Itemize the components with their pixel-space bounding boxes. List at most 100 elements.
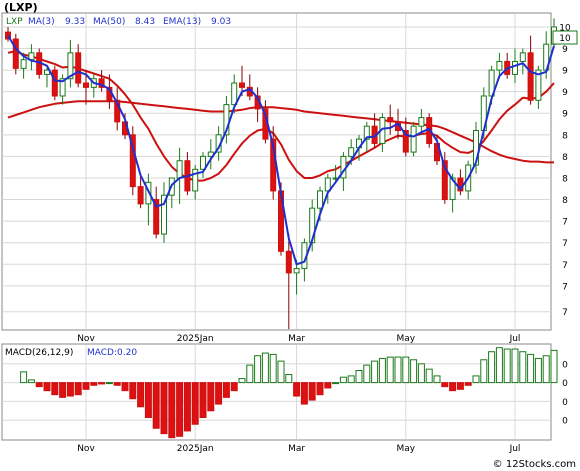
macd-bar — [230, 382, 238, 392]
macd-bar — [449, 382, 457, 392]
macd-bar — [456, 382, 464, 390]
macd-bar — [371, 360, 379, 384]
candle-body — [473, 130, 479, 166]
candle-body — [59, 78, 66, 97]
macd-panel — [1, 343, 552, 441]
macd-bar — [35, 382, 43, 388]
price-y-tick-label: 9 — [562, 45, 568, 55]
price-y-tick-label: 8 — [562, 196, 568, 206]
candle — [473, 121, 479, 174]
candle — [535, 65, 542, 109]
macd-bar — [332, 382, 340, 385]
price-legend: LXP MA(3) 9.33 MA(50) 8.43 EMA(13) 9.03 — [6, 17, 231, 27]
candle — [153, 186, 160, 239]
candle — [5, 26, 11, 42]
macd-bar — [425, 368, 433, 384]
candle — [98, 70, 105, 92]
candle-body — [418, 117, 425, 127]
candle — [161, 182, 167, 243]
macd-bar — [121, 382, 129, 392]
macd-bar — [207, 382, 215, 412]
candle-body — [161, 194, 167, 235]
candle-body — [153, 199, 160, 235]
candle — [519, 48, 526, 75]
macd-bar — [550, 349, 558, 384]
legend-ma50-value: 8.43 — [135, 17, 155, 27]
macd-bar — [183, 382, 191, 432]
macd-bar — [254, 355, 262, 384]
ma3-line — [7, 35, 555, 266]
price-y-tick-label: 8 — [562, 131, 568, 141]
macd-bar — [82, 382, 90, 390]
price-panel — [1, 12, 552, 331]
macd-bar — [238, 378, 246, 384]
price-x-tick-label: Jul — [509, 334, 521, 344]
legend-ma3-value: 9.33 — [65, 17, 85, 27]
macd-x-tick-label: Nov — [77, 444, 95, 454]
price-y-tick-label: 7 — [562, 282, 568, 292]
macd-bar — [293, 382, 301, 397]
macd-bar — [441, 382, 449, 388]
macd-bar — [43, 382, 51, 392]
candle-body — [83, 82, 89, 88]
macd-y-axis: 0 0 0 0 — [562, 360, 568, 426]
macd-bar — [527, 353, 535, 384]
macd-bar — [20, 371, 28, 384]
page-title: (LXP) — [4, 1, 38, 14]
candle — [496, 52, 503, 79]
price-y-tick-label: 10 — [559, 23, 571, 33]
candle — [129, 126, 136, 196]
macd-bar — [129, 382, 137, 400]
macd-bar — [261, 352, 269, 384]
macd-bar — [113, 382, 121, 386]
candle — [59, 74, 66, 105]
ma3-path — [7, 35, 555, 266]
candle — [223, 95, 230, 144]
candle-body — [137, 186, 144, 205]
macd-bar — [519, 351, 527, 384]
candle-body — [231, 82, 238, 106]
macd-bar — [285, 374, 293, 384]
macd-bar — [433, 375, 441, 384]
macd-y-tick-label: 0 — [562, 379, 568, 389]
price-x-tick-label: Mar — [288, 334, 305, 344]
macd-x-tick-label: May — [396, 444, 415, 454]
macd-bar — [90, 382, 98, 386]
candle — [67, 39, 74, 88]
candle — [410, 121, 417, 157]
price-y-tick-label: 9 — [562, 110, 568, 120]
ema13-line — [7, 50, 555, 182]
macd-bar — [480, 359, 488, 384]
candle-body — [192, 168, 199, 192]
macd-bar — [191, 382, 199, 425]
candle — [51, 65, 58, 101]
candle-body — [285, 250, 292, 274]
candle-body — [98, 78, 105, 88]
price-y-tick-label: 8 — [562, 153, 568, 163]
macd-x-tick-label: Jul — [509, 444, 521, 454]
macd-bar — [488, 351, 496, 384]
macd-bar — [59, 382, 67, 398]
candle — [200, 152, 206, 178]
candle — [441, 152, 448, 204]
candle-body — [20, 59, 27, 69]
macd-bar — [222, 382, 230, 398]
ma50-path — [7, 100, 554, 164]
macd-bar — [386, 356, 394, 384]
candle-body — [512, 60, 518, 75]
candle-body — [51, 69, 58, 97]
candle-body — [535, 69, 542, 101]
candle-body — [519, 52, 526, 62]
candle — [527, 35, 534, 105]
candle — [387, 104, 394, 135]
candle-body — [441, 160, 448, 201]
candle-body — [223, 104, 230, 136]
macd-bar — [246, 364, 254, 384]
candle-body — [5, 31, 11, 40]
candle — [114, 87, 121, 131]
macd-x-axis: Nov2025JanMarMayJulSep — [77, 444, 521, 454]
candle-body — [200, 155, 206, 170]
macd-bar — [542, 355, 550, 384]
macd-bar — [347, 375, 355, 384]
